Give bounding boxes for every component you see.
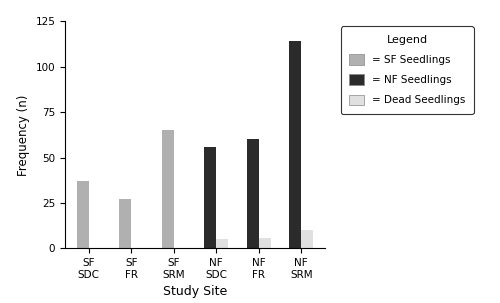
Bar (120, 199, 131, 248)
Bar (247, 139, 259, 248)
Bar (259, 238, 270, 248)
Legend: = SF Seedlings, = NF Seedlings, = Dead Seedlings: = SF Seedlings, = NF Seedlings, = Dead S… (340, 26, 473, 114)
X-axis label: Study Site: Study Site (163, 285, 227, 298)
Bar (290, 41, 302, 248)
Y-axis label: Frequency (n): Frequency (n) (17, 94, 30, 175)
Bar (162, 130, 173, 248)
Bar (77, 181, 88, 248)
Bar (302, 230, 313, 248)
Bar (216, 239, 228, 248)
Bar (204, 147, 216, 248)
